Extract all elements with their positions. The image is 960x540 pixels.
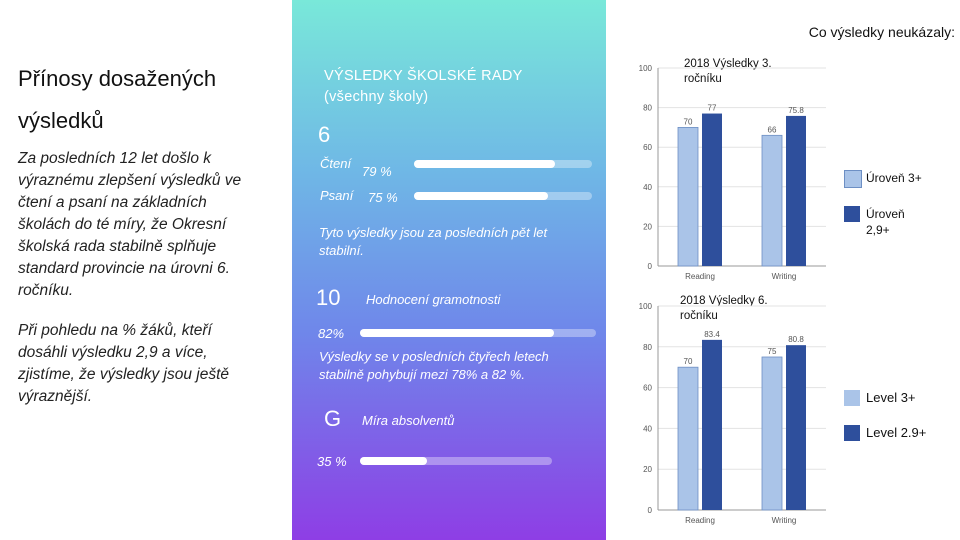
bar-value-label: 70 [684, 117, 693, 126]
panel-subheading: (všechny školy) [324, 89, 429, 105]
reading-progress-fill [414, 160, 555, 168]
bar-value-label: 75.8 [788, 106, 804, 115]
bar-level29-reading [702, 339, 722, 510]
x-category-label: Writing [772, 516, 797, 525]
legend-level3-swatch [844, 170, 862, 188]
y-tick-label: 60 [643, 384, 652, 393]
y-tick-label: 20 [643, 222, 652, 231]
y-tick-label: 80 [643, 343, 652, 352]
bar-level3-reading [677, 366, 699, 511]
y-tick-label: 40 [643, 183, 652, 192]
bar-value-label: 83.4 [704, 330, 720, 339]
reading-label: Čtení [320, 156, 352, 171]
grade-6-label: 6 [318, 122, 331, 147]
graduation-progress-track [360, 457, 552, 465]
literacy-note: Výsledky se v posledních čtyřech letech … [319, 349, 549, 382]
y-tick-label: 20 [643, 465, 652, 474]
detail-paragraph: Při pohledu na % žáků, kteří dosáhli výs… [18, 322, 230, 405]
y-tick-label: 100 [639, 64, 653, 73]
literacy-progress-fill [360, 329, 554, 337]
y-tick-label: 100 [639, 302, 653, 311]
bar-level3-writing [761, 356, 783, 511]
bar-level29-writing [786, 345, 806, 510]
reading-value: 79 % [362, 164, 392, 179]
legend-level3-label: Úroveň 3+ [866, 171, 922, 185]
bar-value-label: 75 [768, 347, 777, 356]
graduation-letter: G [324, 406, 342, 431]
y-tick-label: 0 [648, 262, 653, 271]
x-category-label: Reading [685, 516, 715, 525]
reading-progress-track [414, 160, 592, 168]
legend-level29-label: Úroveň 2,9+ [866, 207, 905, 237]
bar-value-label: 70 [684, 357, 693, 366]
board-results-panel: VÝSLEDKY ŠKOLSKÉ RADY (všechny školy) 6 … [292, 0, 606, 540]
legend-en-level29-swatch [844, 425, 860, 441]
grade-3-chart: 0 20 40 60 80 100 70 77 Reading 66 75.8 Writing [639, 64, 826, 281]
writing-progress-track [414, 192, 592, 200]
chart-6-title: 2018 Výsledky 6. ročníku [680, 295, 768, 322]
stability-note: Tyto výsledky jsou za posledních pět let… [319, 225, 548, 258]
writing-value: 75 % [368, 190, 398, 205]
y-tick-label: 60 [643, 143, 652, 152]
panel-heading: VÝSLEDKY ŠKOLSKÉ RADY [324, 68, 523, 84]
bar-value-label: 80.8 [788, 335, 804, 344]
y-tick-label: 80 [643, 104, 652, 113]
right-title: Co výsledky neukázaly: [808, 24, 955, 40]
x-category-label: Reading [685, 272, 715, 281]
page-title: Přínosy dosažených výsledků [18, 66, 217, 133]
chart-3-title: 2018 Výsledky 3. ročníku [684, 58, 772, 85]
bar-level29-reading [702, 113, 722, 266]
bar-level3-reading [677, 127, 699, 267]
legend-en-level3-label: Level 3+ [866, 390, 916, 405]
y-tick-label: 40 [643, 424, 652, 433]
legend-level29-swatch [844, 206, 860, 222]
grade-6-chart: 0 20 40 60 80 100 70 83.4 Reading 75 80.8 Writing [639, 302, 826, 525]
bar-level29-writing [786, 115, 806, 266]
graduation-label: Míra absolventů [362, 413, 455, 428]
legend-en-level29-label: Level 2.9+ [866, 425, 927, 440]
graduation-value: 35 % [317, 454, 347, 469]
literacy-label: Hodnocení gramotnosti [366, 292, 501, 307]
grade-10-label: 10 [316, 285, 341, 310]
writing-label: Psaní [320, 188, 354, 203]
literacy-progress-track [360, 329, 596, 337]
y-tick-label: 0 [648, 506, 653, 515]
legend-en-level3-swatch [844, 390, 860, 406]
bar-value-label: 77 [708, 104, 717, 113]
graduation-progress-fill [360, 457, 428, 465]
bar-value-label: 66 [768, 125, 777, 134]
x-category-label: Writing [772, 272, 797, 281]
literacy-value: 82% [318, 326, 345, 341]
writing-progress-fill [414, 192, 548, 200]
intro-paragraph: Za posledních 12 let došlo k výraznému z… [18, 150, 242, 299]
bar-level3-writing [761, 134, 783, 267]
